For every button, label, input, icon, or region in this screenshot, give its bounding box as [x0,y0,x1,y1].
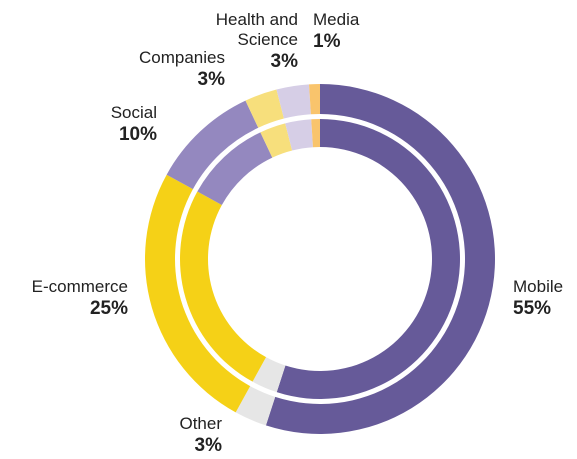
category-name: Media [313,10,360,29]
inner-slice [276,119,460,400]
outer-slice [276,84,311,119]
outer-slice [235,386,276,426]
slice-label: Mobile 55% [513,277,577,321]
slice-label: Social 10% [77,103,157,147]
slice-label: Health and Science 3% [198,10,298,74]
outer-slice [245,89,284,128]
inner-slice [180,191,267,382]
slice-label: Other 3% [142,414,222,458]
outer-slice [145,174,251,413]
value-label: 25% [89,298,128,319]
category-name: Social [110,103,157,122]
value-label: 10% [118,124,157,145]
inner-slice [285,119,313,151]
inner-slice [197,132,273,206]
slice-label: E-commerce 25% [8,277,128,321]
value-label: 3% [194,435,222,456]
outer-slice [166,100,259,190]
outer-slice [309,84,320,115]
value-label: 55% [513,298,552,319]
inner-slice [260,123,293,158]
category-name: Companies [139,48,225,67]
category-name: Health and Science [215,10,298,49]
value-label: 3% [270,51,298,72]
slice-label: Media 1% [313,10,373,54]
slice-label: Companies 3% [125,48,225,92]
inner-slice [311,119,320,148]
category-name: E-commerce [31,277,128,296]
category-name: Mobile [513,277,564,296]
value-label: 1% [313,31,341,52]
outer-slice [265,84,496,435]
value-label: 3% [197,69,225,90]
inner-slice [252,357,286,393]
category-name: Other [179,414,222,433]
